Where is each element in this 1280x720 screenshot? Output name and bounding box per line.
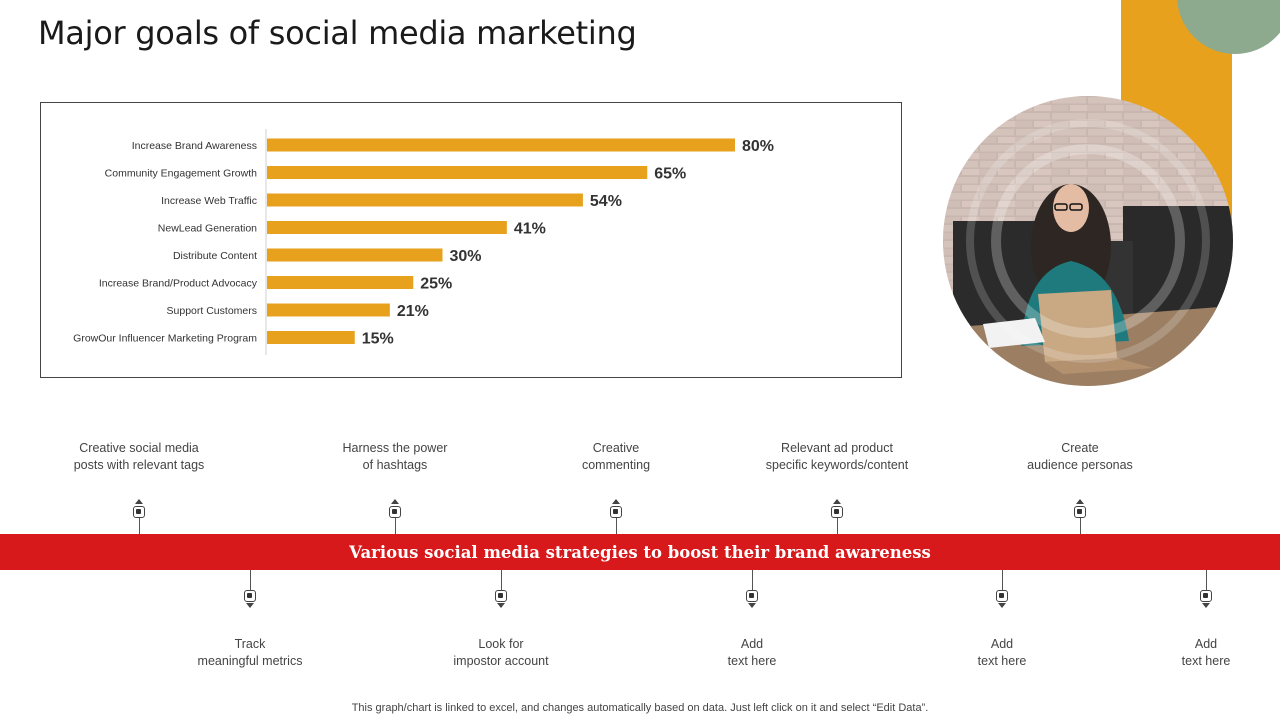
bar-value-label: 21%: [397, 303, 429, 320]
connector-line: [616, 518, 617, 534]
strategy-bottom-label: Add text here: [977, 637, 1027, 668]
chart-footnote: This graph/chart is linked to excel, and…: [351, 702, 929, 714]
pin-marker-icon: [389, 506, 401, 518]
bar: [267, 248, 443, 262]
pin-marker-icon: [996, 590, 1008, 602]
strategy-banner: Various social media strategies to boost…: [0, 534, 1280, 570]
pin-marker-icon: [746, 590, 758, 602]
bar-category-label: Support Customers: [167, 305, 257, 317]
pin-marker-icon: [133, 506, 145, 518]
connector-line: [395, 518, 396, 534]
bar-value-label: 25%: [420, 276, 452, 293]
strategy-bottom-label: Add text here: [1181, 637, 1231, 668]
pin-marker-icon: [495, 590, 507, 602]
woman-with-laptop-photo: [943, 96, 1233, 386]
pin-marker-icon: [1200, 590, 1212, 602]
bar: [267, 221, 507, 234]
strategy-top-label: Create audience personas: [1027, 441, 1133, 472]
bar-category-label: GrowOur Influencer Marketing Program: [73, 333, 257, 345]
bar-value-label: 54%: [590, 193, 622, 210]
arrow-up-icon: [1076, 499, 1084, 504]
strategy-top-label: Relevant ad product specific keywords/co…: [765, 441, 909, 472]
goals-bar-chart-svg: Increase Brand Awareness 80% Community Eng…: [73, 129, 774, 355]
page-title: Major goals of social media marketing: [38, 14, 637, 52]
arrow-down-icon: [748, 603, 756, 608]
goals-bar-chart: Increase Brand Awareness 80% Community Eng…: [40, 102, 902, 378]
arrow-up-icon: [833, 499, 841, 504]
bar: [267, 303, 390, 317]
bar-category-label: NewLead Generation: [158, 223, 257, 235]
connector-line: [1002, 570, 1003, 590]
connector-line: [752, 570, 753, 590]
strategy-top-label: Creative social media posts with relevan…: [73, 441, 205, 472]
strategy-top-label: Creative commenting: [581, 441, 651, 472]
pin-marker-icon: [244, 590, 256, 602]
bar-category-label: Community Engagement Growth: [105, 168, 257, 180]
arrow-up-icon: [391, 499, 399, 504]
strategy-title: Various social media strategies to boost…: [349, 542, 931, 562]
bar-category-label: Increase Web Traffic: [161, 195, 257, 207]
connector-line: [1080, 518, 1081, 534]
bar-value-label: 65%: [654, 166, 686, 183]
bar: [267, 138, 735, 152]
pin-marker-icon: [831, 506, 843, 518]
strategy-bottom-label: Look for impostor account: [453, 637, 549, 668]
connector-line: [837, 518, 838, 534]
bar-category-label: Distribute Content: [173, 250, 257, 262]
arrow-up-icon: [612, 499, 620, 504]
pin-marker-icon: [1074, 506, 1086, 518]
arrow-up-icon: [135, 499, 143, 504]
pin-marker-icon: [610, 506, 622, 518]
bar-value-label: 30%: [450, 248, 482, 265]
strategy-bottom-label: Track meaningful metrics: [197, 637, 303, 668]
connector-line: [501, 570, 502, 590]
strategy-top-label: Harness the power of hashtags: [342, 441, 448, 472]
bar-category-label: Increase Brand Awareness: [132, 140, 257, 152]
bar-value-label: 15%: [362, 331, 394, 348]
bar: [267, 331, 355, 344]
arrow-down-icon: [497, 603, 505, 608]
arrow-down-icon: [998, 603, 1006, 608]
connector-line: [1206, 570, 1207, 590]
arrow-down-icon: [1202, 603, 1210, 608]
connector-line: [250, 570, 251, 590]
strategy-bottom-label: Add text here: [727, 637, 777, 668]
bar: [267, 166, 648, 179]
bar-value-label: 80%: [742, 138, 774, 155]
bar: [267, 276, 414, 289]
bar: [267, 193, 583, 207]
connector-line: [139, 518, 140, 534]
bar-value-label: 41%: [514, 221, 546, 238]
arrow-down-icon: [246, 603, 254, 608]
bar-category-label: Increase Brand/Product Advocacy: [99, 278, 258, 290]
